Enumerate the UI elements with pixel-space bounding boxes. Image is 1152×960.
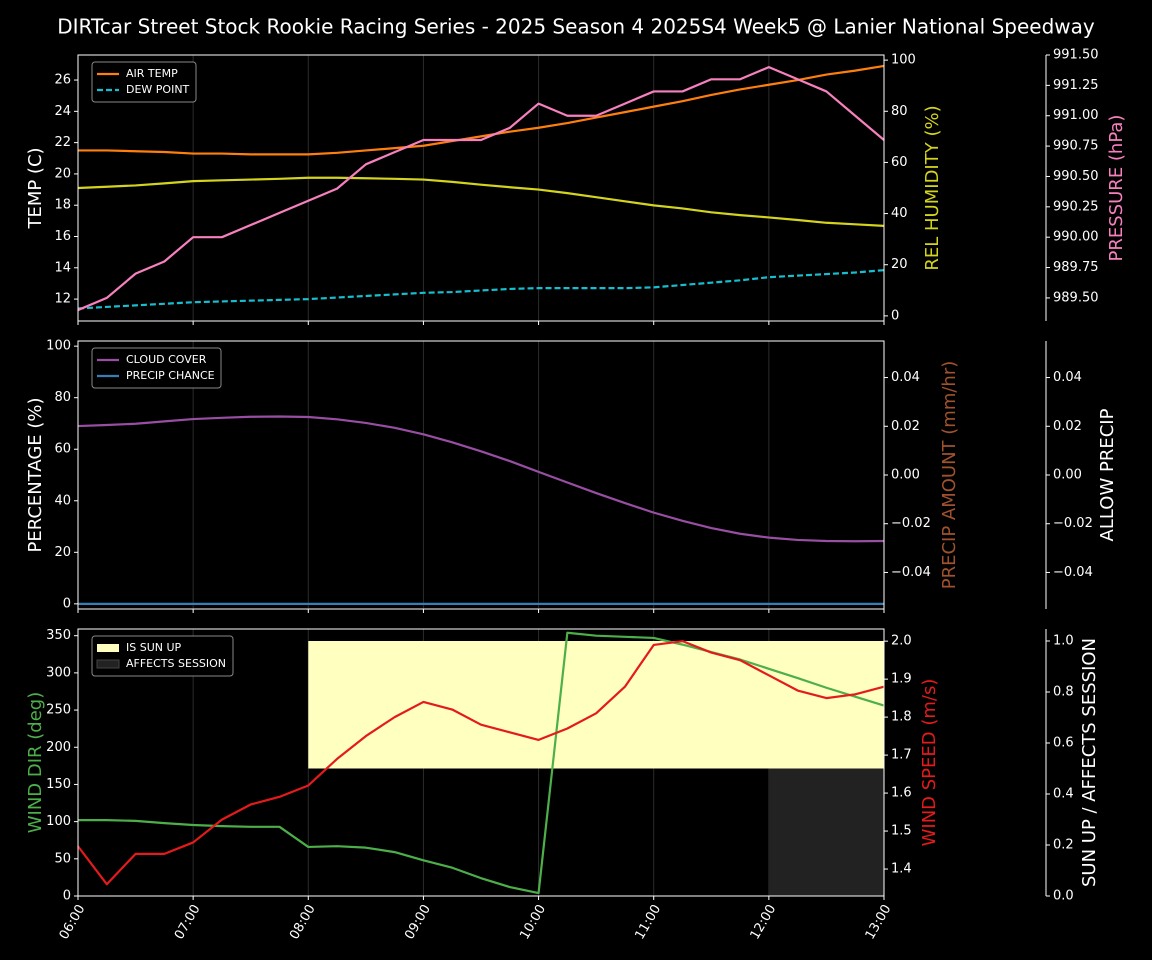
- legend-swatch: [96, 659, 120, 669]
- y2-tick-label: 60: [891, 155, 908, 170]
- y3-tick-label: 0.0: [1053, 889, 1074, 904]
- y-axis-label: TEMP (C): [25, 147, 46, 229]
- legend-label: IS SUN UP: [126, 641, 182, 654]
- y-tick-label: 24: [54, 104, 71, 119]
- y-tick-label: 40: [54, 493, 71, 508]
- series-line: [77, 415, 885, 543]
- y-tick-label: 200: [46, 740, 71, 755]
- y-tick-label: 300: [46, 665, 71, 680]
- legend-box: [91, 61, 197, 103]
- y2-tick-label: 1.4: [891, 862, 912, 877]
- y-tick-label: 18: [54, 198, 71, 213]
- y-tick-label: 20: [54, 545, 71, 560]
- legend-box: [91, 347, 222, 389]
- y-tick-label: 150: [46, 777, 71, 792]
- legend-box: [91, 635, 234, 677]
- y2-tick-label: −0.04: [891, 565, 931, 580]
- series-line: [78, 64, 885, 156]
- plot-frame: [77, 628, 885, 897]
- y-tick-label: 14: [54, 260, 71, 275]
- y2-axis-label: WIND SPEED (m/s): [919, 679, 940, 847]
- plot-frame: [77, 54, 885, 322]
- y3-tick-label: −0.04: [1053, 565, 1093, 580]
- y2-tick-label: 40: [891, 206, 908, 221]
- figure-title: DIRTcar Street Stock Rookie Racing Serie…: [57, 15, 1095, 39]
- y3-axis-label: PRESSURE (hPa): [1106, 115, 1127, 262]
- y3-axis-label: SUN UP / AFFECTS SESSION: [1079, 638, 1100, 887]
- y3-tick-label: 1.0: [1053, 633, 1074, 648]
- y3-tick-label: 0.8: [1053, 684, 1074, 699]
- y3-tick-label: 991.00: [1053, 108, 1099, 123]
- y-tick-label: 80: [54, 390, 71, 405]
- y3-tick-label: 0.6: [1053, 735, 1074, 750]
- y2-tick-label: 0.04: [891, 370, 920, 385]
- series-line: [77, 640, 885, 886]
- y2-tick-label: 2.0: [891, 634, 912, 649]
- y2-tick-label: 1.7: [891, 748, 912, 763]
- y3-tick-label: 990.25: [1053, 199, 1099, 214]
- y-tick-label: 0: [63, 596, 71, 611]
- area: [308, 640, 884, 769]
- y-tick-label: 60: [54, 442, 71, 457]
- y3-axis-label: ALLOW PRECIP: [1097, 408, 1118, 541]
- y2-tick-label: 80: [891, 104, 908, 119]
- y3-tick-label: 0.02: [1053, 419, 1082, 434]
- y2-axis-label: REL HUMIDITY (%): [922, 105, 943, 270]
- y3-tick-label: 0.4: [1053, 786, 1074, 801]
- y3-tick-label: 989.75: [1053, 260, 1099, 275]
- area: [768, 768, 884, 896]
- y2-tick-label: 100: [891, 53, 916, 68]
- y-tick-label: 26: [54, 73, 71, 88]
- y2-tick-label: −0.02: [891, 516, 931, 531]
- y-tick-label: 0: [63, 889, 71, 904]
- y3-tick-label: −0.02: [1053, 516, 1093, 531]
- y3-tick-label: 0.00: [1053, 468, 1082, 483]
- y2-tick-label: 0.00: [891, 468, 920, 483]
- y3-tick-label: 0.04: [1053, 370, 1082, 385]
- y2-tick-label: 0.02: [891, 419, 920, 434]
- y2-tick-label: 1.6: [891, 786, 912, 801]
- y-tick-label: 50: [54, 851, 71, 866]
- y-tick-label: 100: [46, 814, 71, 829]
- y3-tick-label: 0.2: [1053, 837, 1074, 852]
- y-tick-label: 20: [54, 166, 71, 181]
- legend-label: AFFECTS SESSION: [126, 657, 226, 670]
- y2-tick-label: 1.8: [891, 710, 912, 725]
- series-line: [77, 176, 885, 227]
- y-axis-label: WIND DIR (deg): [25, 692, 46, 834]
- y-tick-label: 350: [46, 628, 71, 643]
- y2-tick-label: 1.9: [891, 672, 912, 687]
- series-line: [77, 66, 885, 312]
- y3-tick-label: 991.50: [1053, 48, 1099, 63]
- y3-tick-label: 990.50: [1053, 169, 1099, 184]
- legend-label: PRECIP CHANCE: [126, 369, 215, 382]
- legend-label: CLOUD COVER: [126, 353, 207, 366]
- y3-tick-label: 990.00: [1053, 230, 1099, 245]
- series-line: [78, 631, 885, 895]
- y2-tick-label: 0: [891, 308, 899, 323]
- y-tick-label: 22: [54, 135, 71, 150]
- y-tick-label: 12: [54, 292, 71, 307]
- y2-tick-label: 20: [891, 257, 908, 272]
- y3-tick-label: 990.75: [1053, 139, 1099, 154]
- y-tick-label: 250: [46, 703, 71, 718]
- y3-tick-label: 991.25: [1053, 78, 1099, 93]
- y3-tick-label: 989.50: [1053, 290, 1099, 305]
- y-axis-label: PERCENTAGE (%): [25, 397, 46, 552]
- y2-axis-label: PRECIP AMOUNT (mm/hr): [939, 361, 960, 590]
- y-tick-label: 16: [54, 229, 71, 244]
- y-tick-label: 100: [46, 339, 71, 354]
- y2-tick-label: 1.5: [891, 824, 912, 839]
- legend-swatch: [97, 644, 119, 652]
- legend-label: DEW POINT: [126, 83, 190, 96]
- legend-label: AIR TEMP: [126, 67, 178, 80]
